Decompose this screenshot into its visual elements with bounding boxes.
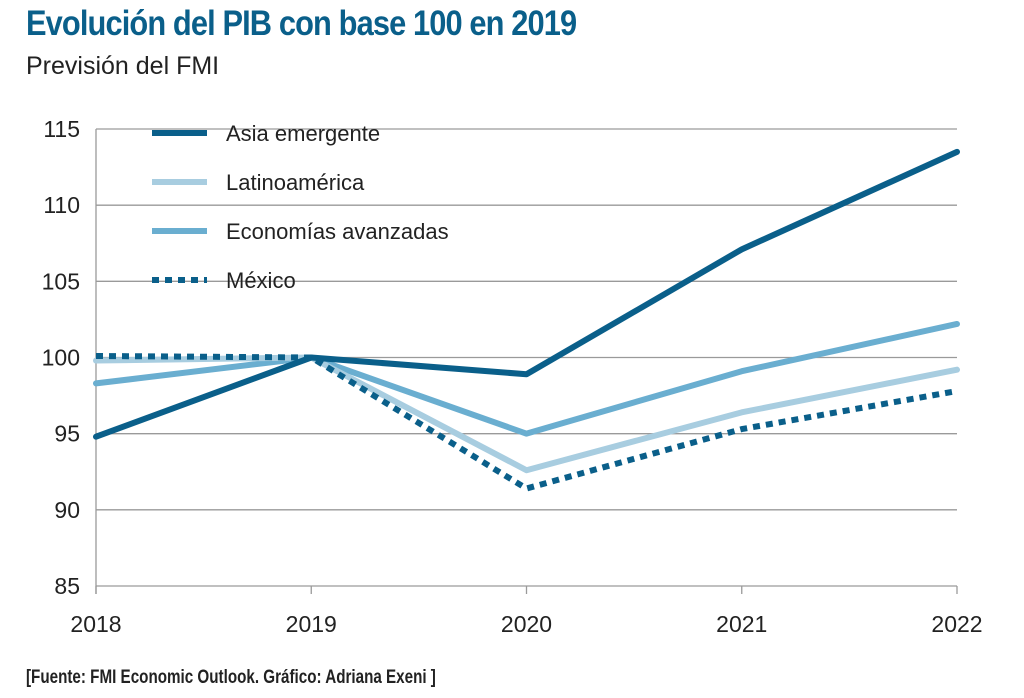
y-axis-ticks: 85 90 95 100 105 110 115 <box>42 116 80 599</box>
x-tick-label: 2019 <box>286 611 337 637</box>
legend: Asia emergente Latinoamérica Economías ava… <box>152 121 449 293</box>
legend-label: Asia emergente <box>226 121 380 146</box>
y-tick-label: 95 <box>54 421 80 447</box>
x-axis-ticks: 2018 2019 2020 2021 2022 <box>70 586 983 637</box>
chart-subtitle: Previsión del FMI <box>26 52 220 80</box>
x-tick-label: 2018 <box>70 611 121 637</box>
x-tick-label: 2020 <box>501 611 552 637</box>
legend-label: Economías avanzadas <box>226 219 449 244</box>
y-tick-label: 110 <box>43 192 80 218</box>
legend-label: México <box>226 268 296 293</box>
y-tick-label: 85 <box>54 573 80 599</box>
series-line-economías-avanzadas <box>93 320 960 437</box>
x-tick-label: 2021 <box>716 611 767 637</box>
legend-label: Latinoamérica <box>226 170 365 195</box>
x-tick-label: 2022 <box>931 611 982 637</box>
y-tick-label: 105 <box>42 268 80 294</box>
chart-title: Evolución del PIB con base 100 en 2019 <box>26 4 577 43</box>
y-tick-label: 115 <box>43 116 80 142</box>
series-lines <box>93 148 960 492</box>
y-tick-label: 90 <box>54 497 80 523</box>
y-tick-label: 100 <box>42 345 80 371</box>
series-line-méxico <box>95 352 958 492</box>
chart-source: [Fuente: FMI Economic Outlook. Gráfico: … <box>26 667 436 688</box>
